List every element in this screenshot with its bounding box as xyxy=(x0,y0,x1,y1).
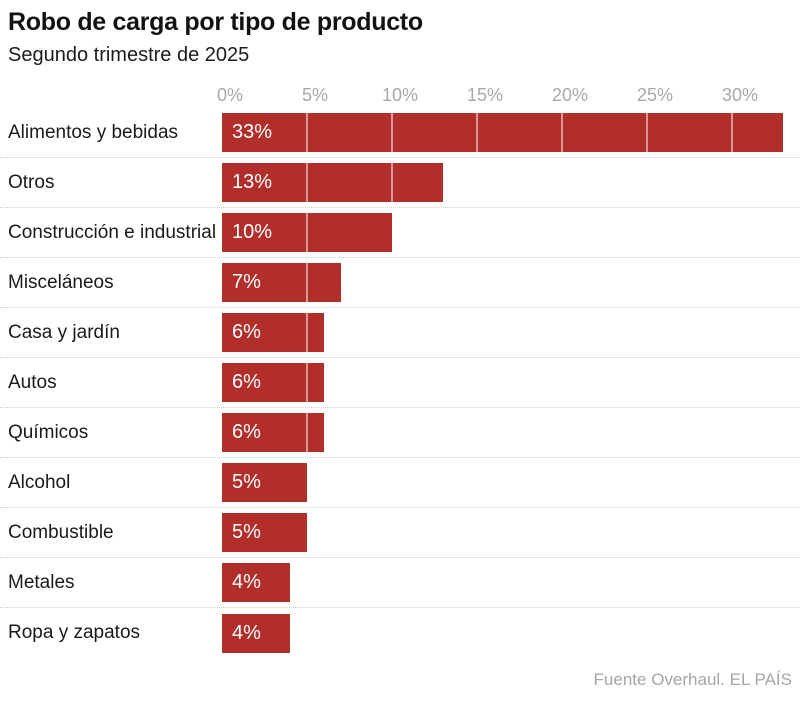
bar-track: 6% xyxy=(222,313,800,352)
bar-value-label: 4% xyxy=(232,571,261,593)
bar-gridline xyxy=(306,163,308,202)
x-axis-tick-label: 5% xyxy=(301,85,329,105)
bar-row: Misceláneos 7% xyxy=(0,258,800,308)
bar-track: 4% xyxy=(222,613,800,653)
bar-row: Alimentos y bebidas 33% xyxy=(0,108,800,158)
bar: 5% xyxy=(222,513,307,552)
bar-track: 7% xyxy=(222,263,800,302)
category-label: Casa y jardín xyxy=(8,321,120,343)
bar-rows: Alimentos y bebidas 33% Otros 13% Constr… xyxy=(0,108,800,658)
bar-gridline xyxy=(306,363,308,402)
bar: 10% xyxy=(222,213,392,252)
bar-value-label: 6% xyxy=(232,371,261,393)
bar-track: 6% xyxy=(222,363,800,402)
bar-gridline xyxy=(561,113,563,152)
x-axis: 0% 5% 10% 15% 20% 25% 30% xyxy=(0,85,800,107)
category-label: Combustible xyxy=(8,521,114,543)
bar-row: Alcohol 5% xyxy=(0,458,800,508)
bar-gridline xyxy=(391,113,393,152)
category-label: Metales xyxy=(8,571,75,593)
bar-value-label: 6% xyxy=(232,321,261,343)
bar-row: Metales 4% xyxy=(0,558,800,608)
category-label: Alcohol xyxy=(8,471,71,493)
category-label: Químicos xyxy=(8,421,89,443)
bar-track: 33% xyxy=(222,113,800,152)
bar-value-label: 5% xyxy=(232,521,261,543)
bar: 33% xyxy=(222,113,783,152)
category-label: Misceláneos xyxy=(8,271,114,293)
bar-track: 6% xyxy=(222,413,800,452)
bar-value-label: 33% xyxy=(232,121,273,143)
bar-gridline xyxy=(306,413,308,452)
bar-value-label: 5% xyxy=(232,471,261,493)
bar-track: 10% xyxy=(222,213,800,252)
category-label: Alimentos y bebidas xyxy=(8,121,179,143)
category-label: Construcción e industrial xyxy=(8,221,217,243)
bar-value-label: 10% xyxy=(232,221,273,243)
bar-track: 5% xyxy=(222,463,800,502)
bar-row: Otros 13% xyxy=(0,158,800,208)
bar-gridline xyxy=(306,313,308,352)
x-axis-tick-label: 30% xyxy=(721,85,759,105)
bar-track: 4% xyxy=(222,563,800,602)
bar-row: Ropa y zapatos 4% xyxy=(0,608,800,658)
bar-value-label: 6% xyxy=(232,421,261,443)
bar-gridline xyxy=(306,263,308,302)
bar-row: Químicos 6% xyxy=(0,408,800,458)
x-axis-tick-label: 20% xyxy=(551,85,589,105)
bar: 5% xyxy=(222,463,307,502)
bar-gridline xyxy=(476,113,478,152)
x-axis-tick-label: 15% xyxy=(466,85,504,105)
bar-row: Combustible 5% xyxy=(0,508,800,558)
bar-gridline xyxy=(391,163,393,202)
bar-value-label: 13% xyxy=(232,171,273,193)
bar-gridline xyxy=(306,213,308,252)
bar-gridline xyxy=(306,113,308,152)
bar-row: Casa y jardín 6% xyxy=(0,308,800,358)
bar: 13% xyxy=(222,163,443,202)
chart-title: Robo de carga por tipo de producto xyxy=(8,8,423,36)
bar: 7% xyxy=(222,263,341,302)
bar-row: Autos 6% xyxy=(0,358,800,408)
bar: 6% xyxy=(222,363,324,402)
chart-subtitle: Segundo trimestre de 2025 xyxy=(8,44,250,66)
category-label: Ropa y zapatos xyxy=(8,622,141,643)
x-axis-tick-label: 0% xyxy=(216,85,244,105)
bar-value-label: 4% xyxy=(232,621,261,644)
bar-track: 5% xyxy=(222,513,800,552)
x-axis-tick-label: 10% xyxy=(381,85,419,105)
category-label: Autos xyxy=(8,371,57,393)
bar: 4% xyxy=(222,613,290,653)
bar-track: 13% xyxy=(222,163,800,202)
category-label: Otros xyxy=(8,171,55,193)
source-credit: Fuente Overhaul. EL PAÍS xyxy=(593,670,792,689)
bar: 6% xyxy=(222,313,324,352)
bar-gridline xyxy=(731,113,733,152)
x-axis-tick-label: 25% xyxy=(636,85,674,105)
bar: 6% xyxy=(222,413,324,452)
bar-row: Construcción e industrial 10% xyxy=(0,208,800,258)
bar-value-label: 7% xyxy=(232,271,261,293)
bar: 4% xyxy=(222,563,290,602)
bar-gridline xyxy=(646,113,648,152)
